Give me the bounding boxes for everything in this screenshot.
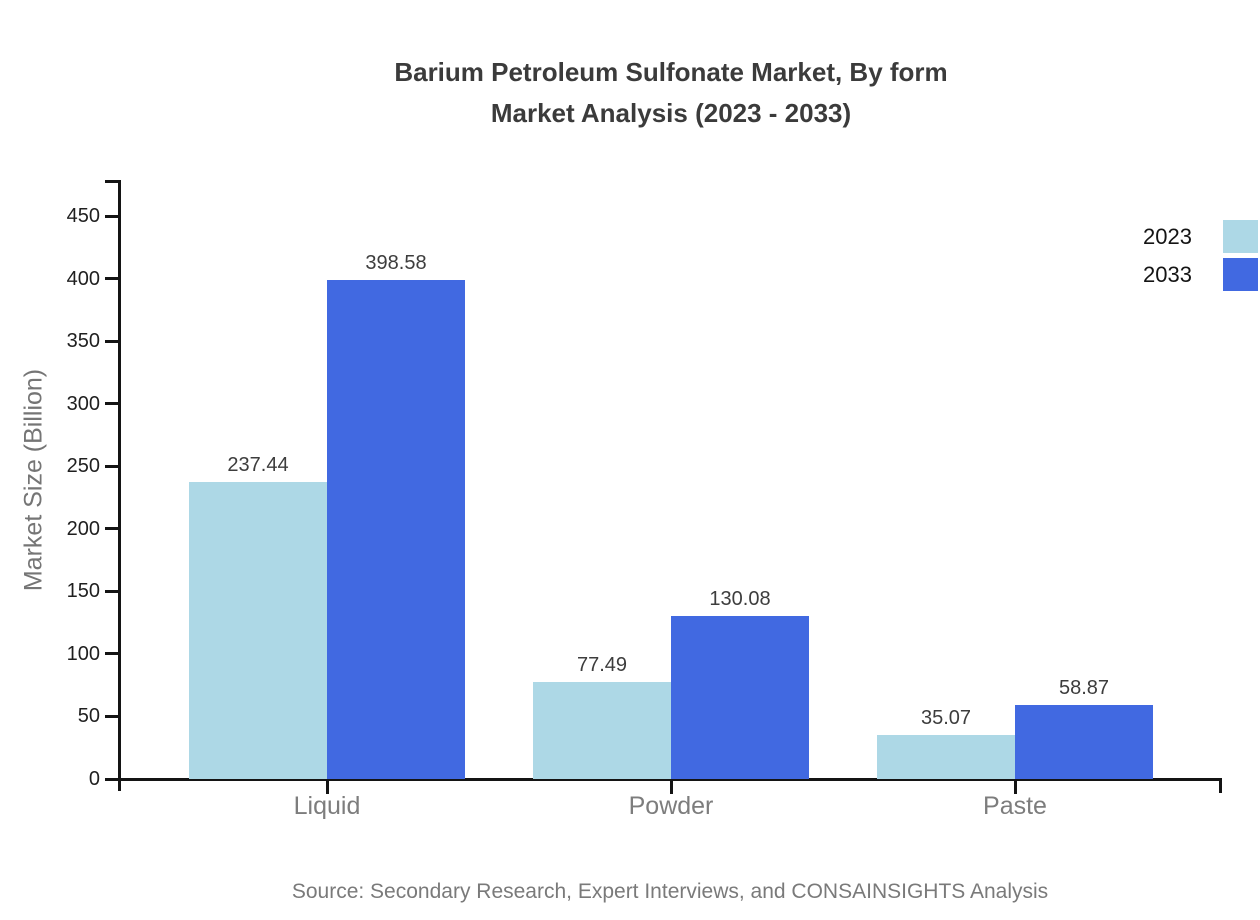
y-tick-label: 100 [66, 642, 100, 665]
y-tick [105, 714, 118, 718]
y-tick-label: 400 [66, 267, 100, 290]
y-tick [105, 339, 118, 343]
legend-swatch [1223, 220, 1258, 253]
value-label: 237.44 [227, 453, 289, 476]
bar-2023-powder [533, 682, 671, 779]
chart-title-line-1: Barium Petroleum Sulfonate Market, By fo… [394, 57, 948, 87]
x-tick-label-paste: Paste [983, 792, 1047, 820]
y-tick-label: 350 [66, 330, 100, 353]
y-tick [105, 777, 118, 781]
bar-2023-paste [877, 735, 1015, 779]
x-tick [669, 781, 673, 794]
legend-item-2023: 2023 [1143, 220, 1258, 253]
y-tick-label: 450 [66, 205, 100, 227]
y-tick-label: 250 [66, 455, 100, 478]
value-label: 35.07 [920, 707, 972, 730]
legend: 2023 2033 [1143, 220, 1258, 296]
y-tick-label: 300 [66, 392, 100, 415]
chart-title-line-2: Market Analysis (2023 - 2033) [490, 98, 852, 128]
y-tick-label: 150 [66, 580, 100, 603]
legend-label: 2023 [1143, 223, 1192, 249]
y-tick [105, 277, 118, 281]
legend-item-2033: 2033 [1143, 258, 1258, 291]
bar-2033-powder [671, 616, 809, 779]
y-axis-spine [118, 180, 121, 791]
legend-swatch [1223, 258, 1258, 291]
bar-2033-paste [1015, 705, 1153, 779]
x-tick-label-liquid: Liquid [293, 792, 361, 820]
x-tick [1013, 781, 1017, 794]
y-tick-label: 200 [66, 517, 100, 540]
y-tick-label: 0 [88, 768, 100, 790]
value-label: 58.87 [1058, 677, 1110, 700]
y-tick [105, 402, 118, 406]
y-axis-end-cap [105, 180, 121, 183]
value-label: 77.49 [576, 654, 628, 677]
x-axis-spine [118, 778, 1222, 781]
bar-2023-liquid [189, 481, 327, 779]
x-tick [325, 781, 329, 794]
legend-label: 2033 [1143, 261, 1192, 287]
value-label: 398.58 [365, 252, 427, 275]
y-tick [105, 464, 118, 468]
y-tick-label: 50 [77, 705, 100, 728]
value-label: 130.08 [709, 588, 771, 611]
chart-title: Barium Petroleum Sulfonate Market, By fo… [394, 52, 947, 134]
y-tick [105, 589, 118, 593]
bar-2033-liquid [327, 280, 465, 779]
y-tick [105, 214, 118, 218]
x-axis-end-cap [1219, 778, 1222, 793]
source-note: Source: Secondary Research, Expert Inter… [291, 880, 1049, 903]
y-tick [105, 527, 118, 531]
x-tick-label-powder: Powder [628, 792, 714, 820]
y-tick [105, 652, 118, 656]
